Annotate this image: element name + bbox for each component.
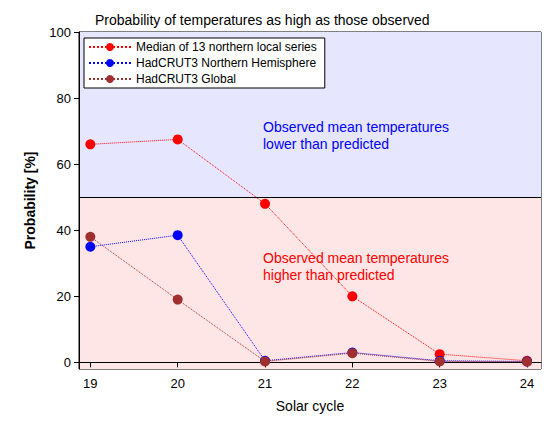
svg-text:HadCRUT3 Global: HadCRUT3 Global: [136, 72, 236, 86]
svg-text:19: 19: [83, 376, 97, 391]
svg-text:Solar cycle: Solar cycle: [276, 398, 345, 414]
svg-text:23: 23: [432, 376, 446, 391]
svg-text:Probability of temperatures as: Probability of temperatures as high as t…: [95, 12, 430, 28]
svg-text:Probability [%]: Probability [%]: [22, 151, 38, 249]
svg-text:lower than predicted: lower than predicted: [263, 136, 389, 152]
svg-text:higher than predicted: higher than predicted: [263, 267, 395, 283]
svg-text:0: 0: [64, 355, 71, 370]
svg-text:Observed mean temperatures: Observed mean temperatures: [263, 250, 449, 266]
svg-text:24: 24: [520, 376, 534, 391]
svg-text:20: 20: [170, 376, 184, 391]
svg-text:Median of 13 northern local se: Median of 13 northern local series: [136, 40, 317, 54]
svg-text:22: 22: [345, 376, 359, 391]
svg-text:40: 40: [57, 223, 71, 238]
svg-text:Observed mean temperatures: Observed mean temperatures: [263, 119, 449, 135]
svg-text:20: 20: [57, 289, 71, 304]
svg-text:HadCRUT3 Northern Hemisphere: HadCRUT3 Northern Hemisphere: [136, 56, 316, 70]
svg-text:80: 80: [57, 91, 71, 106]
svg-text:21: 21: [258, 376, 272, 391]
svg-text:100: 100: [49, 25, 71, 40]
svg-text:60: 60: [57, 157, 71, 172]
